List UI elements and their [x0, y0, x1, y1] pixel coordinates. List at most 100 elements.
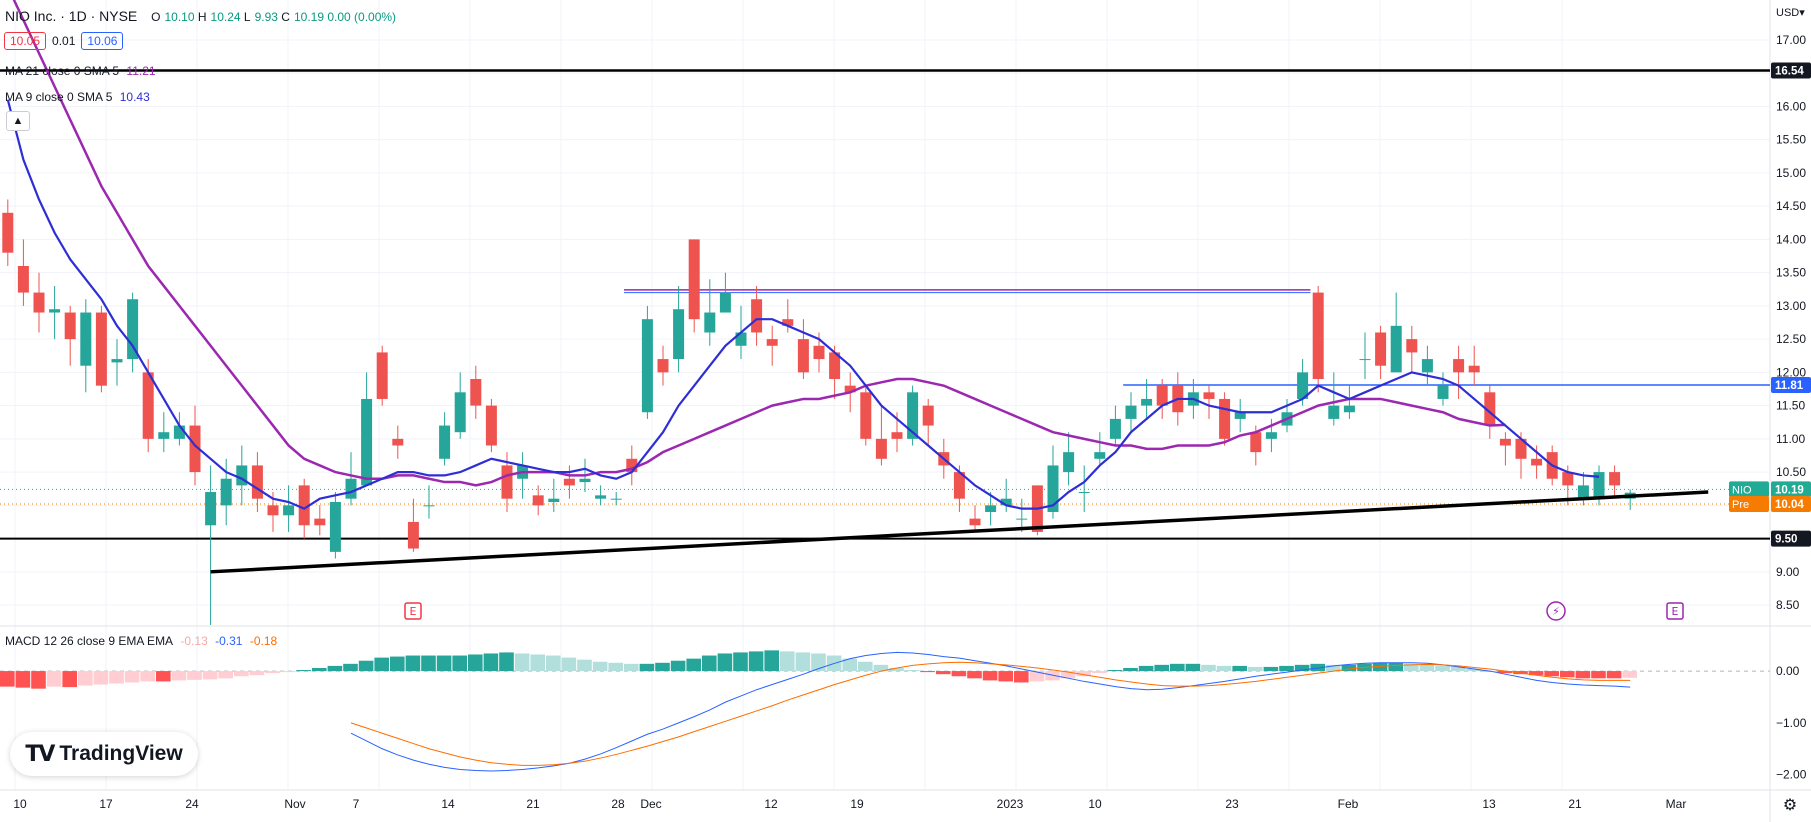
macd-histogram-bar	[187, 671, 202, 680]
candle-body	[189, 425, 201, 473]
settings-gear-icon[interactable]: ⚙	[1783, 795, 1797, 814]
symbol-tag	[1729, 481, 1769, 498]
candle-body	[1421, 359, 1433, 373]
candle-body	[485, 405, 497, 446]
candle-body	[470, 379, 482, 406]
macd-histogram-bar	[592, 661, 608, 672]
macd-histogram-bar	[1466, 669, 1481, 672]
macd-histogram-bar	[702, 655, 717, 672]
currency-label: USD▾	[1776, 7, 1805, 19]
ohlc-close: 10.19	[293, 10, 324, 24]
macd-histogram-bar	[1279, 665, 1294, 672]
candle-body	[1375, 332, 1387, 366]
macd-histogram-bar	[936, 671, 951, 675]
macd-histogram-bar	[561, 657, 577, 672]
candle-body	[673, 309, 685, 360]
macd-histogram-bar	[530, 654, 545, 672]
ma9-value: 10.43	[119, 90, 150, 104]
macd-histogram-bar	[109, 671, 124, 684]
candle-body	[1468, 365, 1480, 373]
macd-histogram-bar	[1326, 664, 1341, 672]
price-badge-text: 11.81	[1775, 380, 1804, 392]
candle-body	[501, 465, 513, 499]
macd-histogram-bar	[764, 650, 779, 672]
macd-histogram-bar	[343, 663, 358, 672]
macd-histogram-bar	[1232, 665, 1247, 672]
candle-body	[688, 239, 700, 320]
symbol-legend: NIO Inc. · 1D · NYSE O 10.10 H 10.24 L 9.93…	[5, 8, 400, 24]
macd-legend[interactable]: MACD 12 26 close 9 EMA EMA -0.13 -0.31 -…	[5, 634, 281, 648]
macd-histogram-bar	[639, 663, 655, 672]
candle-body	[626, 458, 638, 473]
tradingview-wordmark: TradingView	[59, 742, 183, 765]
candle-body	[969, 518, 981, 526]
macd-histogram-bar	[1248, 666, 1263, 672]
candle-body	[1593, 472, 1605, 499]
macd-histogram-bar	[1575, 671, 1591, 679]
candle-body	[1094, 452, 1106, 459]
candle-body	[844, 385, 856, 393]
spread-value: 0.01	[52, 34, 76, 48]
macd-histogram-bar	[1123, 667, 1138, 672]
macd-histogram-bar	[998, 671, 1013, 682]
macd-histogram-bar	[1294, 664, 1310, 672]
macd-histogram-bar	[15, 671, 31, 688]
candle-body	[267, 505, 279, 516]
candle-body	[797, 339, 809, 373]
candle-body	[1125, 405, 1137, 419]
macd-histogram-bar	[686, 658, 701, 672]
candle-body	[329, 502, 341, 552]
tradingview-logo[interactable]: TV TradingView	[10, 732, 198, 776]
macd-histogram-bar	[249, 671, 265, 676]
candle-body	[782, 319, 794, 326]
macd-tick: 0.00	[1776, 664, 1800, 678]
macd-histogram-bar	[390, 656, 405, 672]
time-tick: 21	[526, 797, 540, 811]
time-tick: 23	[1225, 797, 1239, 811]
macd-histogram-bar	[577, 659, 592, 672]
macd-histogram-bar	[140, 671, 155, 682]
price-tick: 11.50	[1776, 399, 1805, 413]
time-tick: Mar	[1666, 797, 1687, 811]
macd-histogram-bar	[1482, 671, 1497, 673]
candle-body	[1437, 385, 1449, 399]
ohlc-high-key: H	[197, 10, 207, 24]
candle-body	[1609, 472, 1621, 486]
macd-histogram-bar	[811, 653, 826, 672]
ma21-legend[interactable]: MA 21 close 0 SMA 5 11.21	[5, 64, 160, 78]
candle-body	[439, 425, 451, 459]
macd-histogram-bar	[452, 655, 467, 672]
collapse-legend-button[interactable]: ▲	[6, 111, 30, 131]
macd-histogram-bar	[1216, 665, 1232, 672]
candle-body	[1063, 452, 1075, 473]
macd-histogram-bar	[1045, 671, 1060, 681]
sell-button[interactable]: 10.05	[4, 32, 47, 50]
symbol-tag-text: NIO	[1732, 484, 1752, 496]
price-tick: 15.50	[1776, 133, 1806, 147]
ma9-legend[interactable]: MA 9 close 0 SMA 5 10.43	[5, 90, 154, 104]
candle-body	[205, 492, 217, 526]
macd-histogram-bar	[1450, 666, 1466, 672]
ohlc-low: 9.93	[254, 10, 278, 24]
event-label: E	[410, 605, 417, 618]
candle-body	[829, 352, 841, 380]
macd-value: -0.31	[215, 634, 243, 648]
price-badge-text: 16.54	[1775, 66, 1804, 78]
buy-button[interactable]: 10.06	[81, 32, 124, 50]
tradingview-logo-icon: TV	[25, 741, 55, 767]
symbol-title[interactable]: NIO Inc. · 1D · NYSE	[5, 8, 138, 24]
price-tick: 15.00	[1776, 166, 1806, 180]
time-tick: 12	[764, 797, 778, 811]
candle-body	[579, 478, 591, 483]
macd-histogram-bar	[1404, 663, 1419, 672]
price-tick: 13.00	[1776, 299, 1806, 313]
time-tick: 14	[441, 797, 455, 811]
macd-histogram-bar	[1263, 666, 1279, 672]
macd-histogram-bar	[265, 671, 280, 674]
time-tick: Nov	[284, 797, 305, 811]
macd-tick: −1.00	[1776, 716, 1807, 730]
candle-body	[907, 392, 919, 439]
earnings-event-icon	[404, 602, 422, 620]
candle-body	[1312, 292, 1324, 380]
